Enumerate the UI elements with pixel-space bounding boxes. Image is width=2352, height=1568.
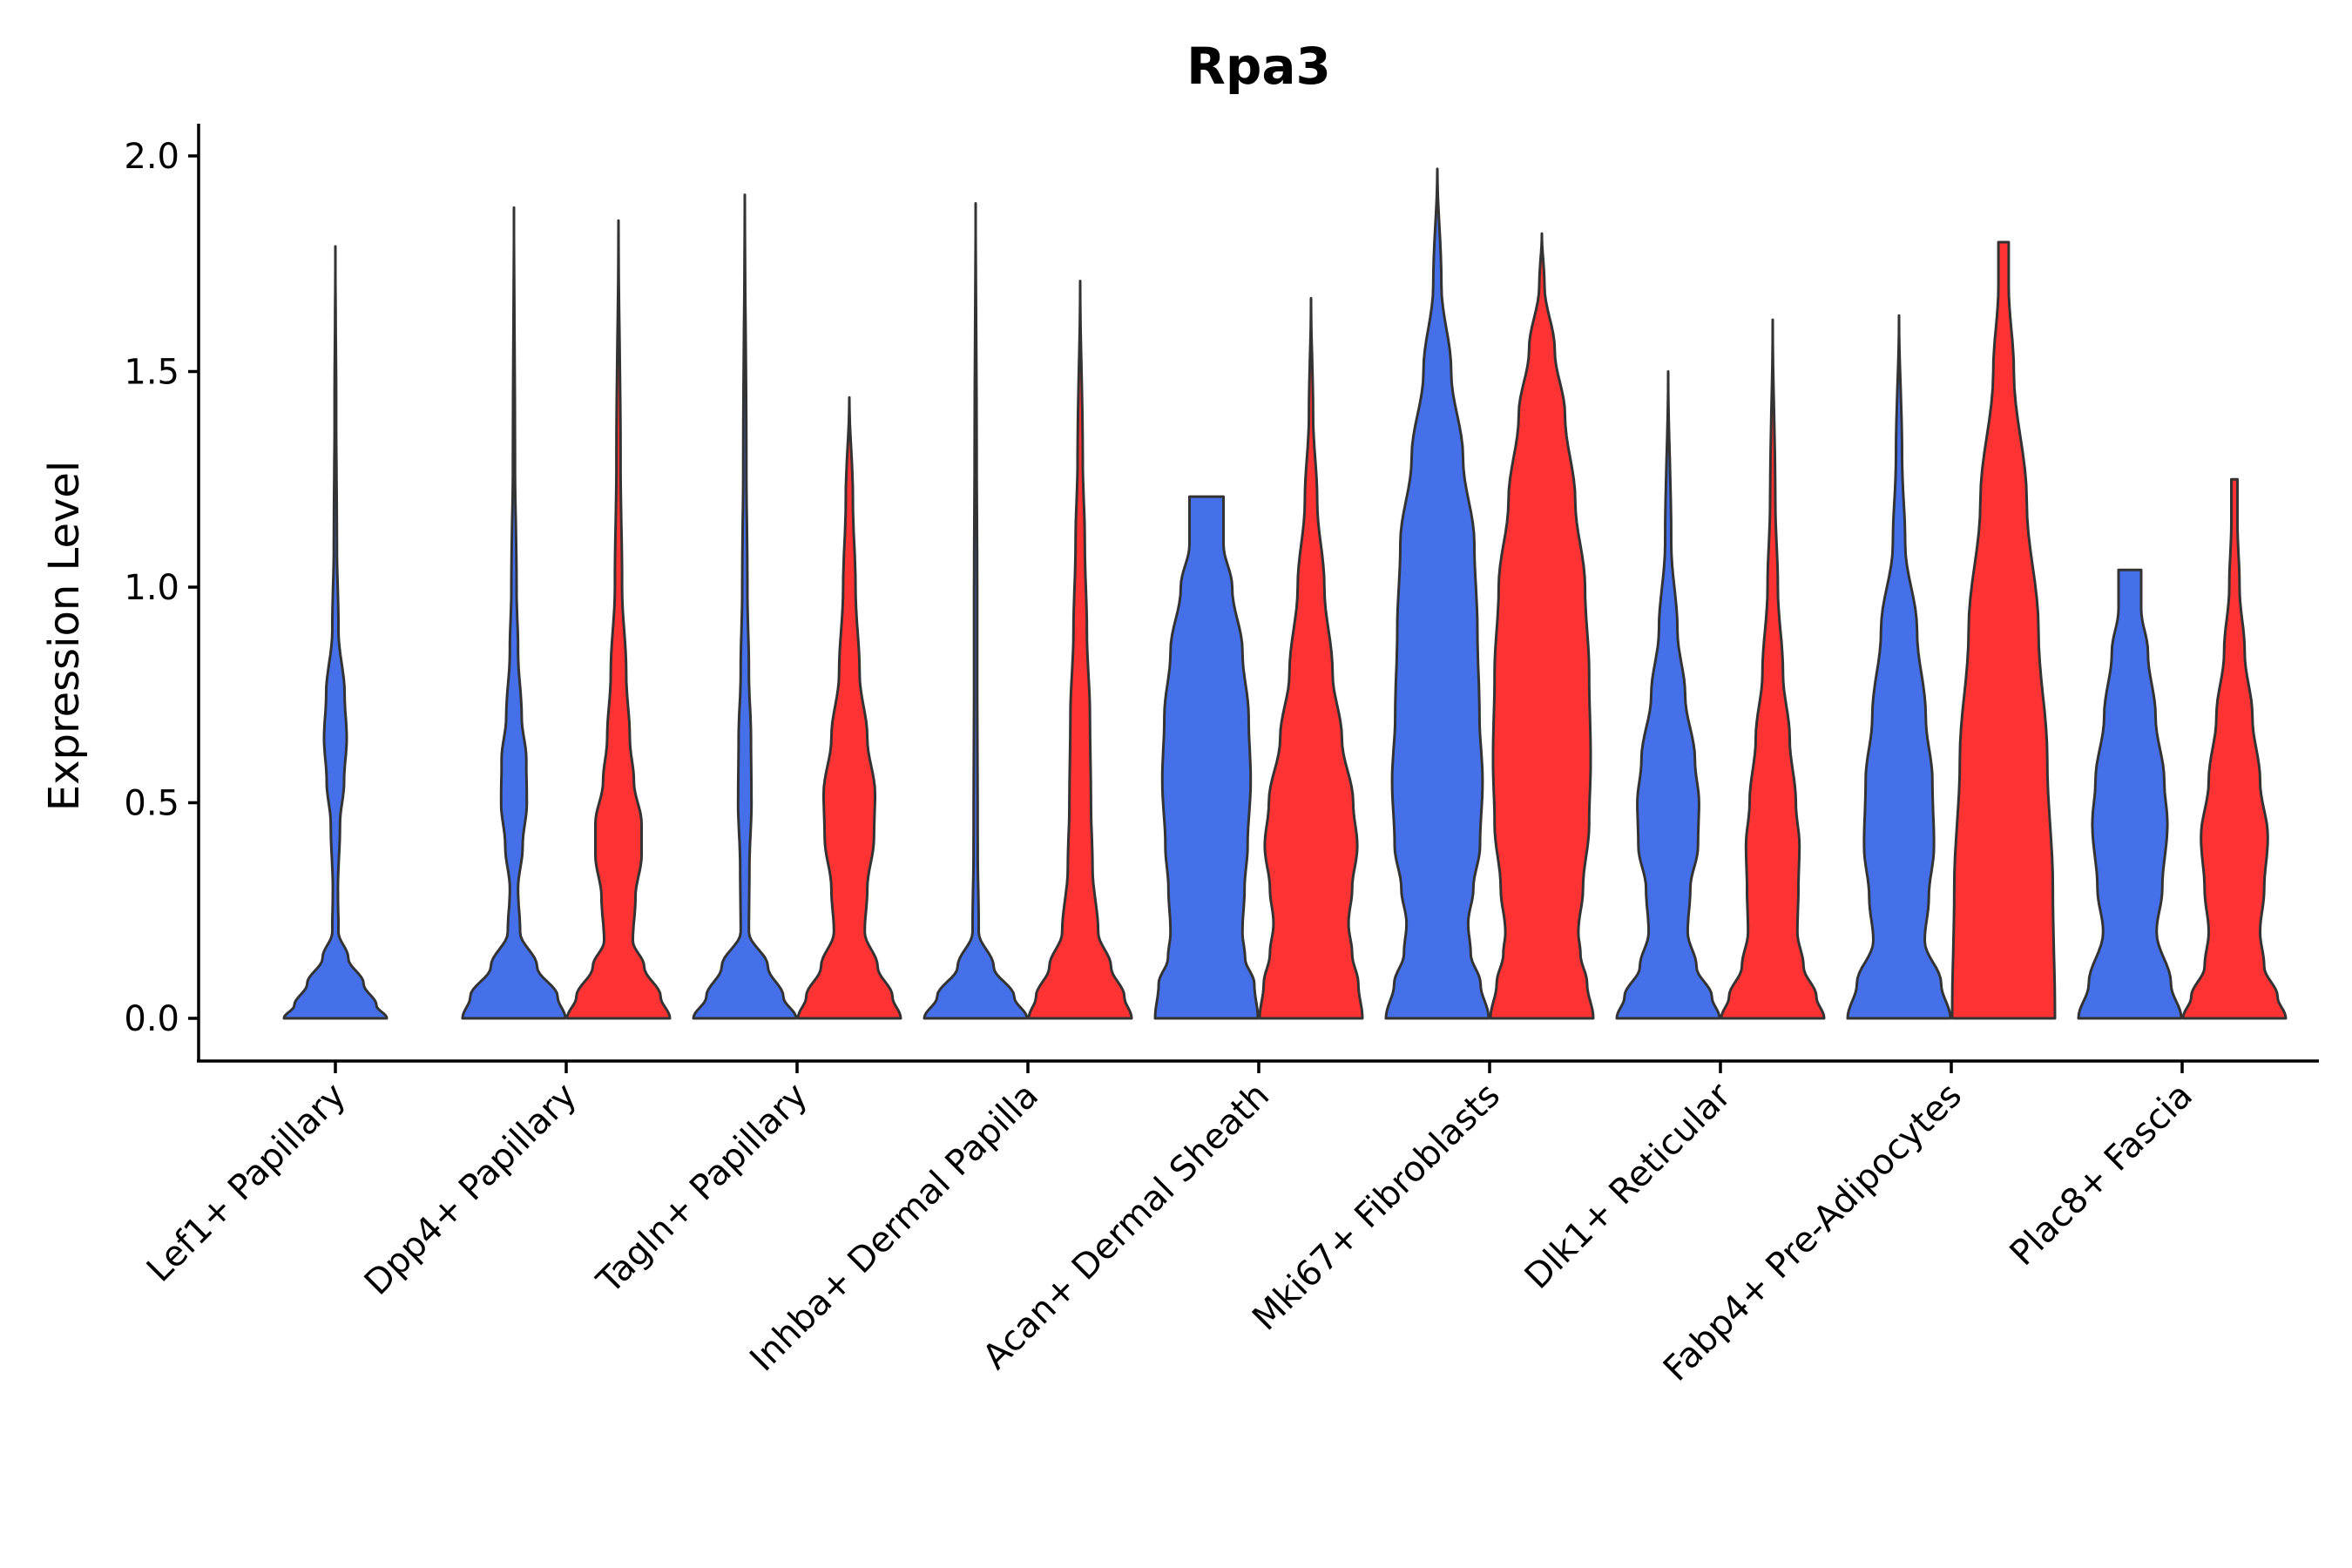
chart-title: Rpa3	[1186, 37, 1331, 96]
y-tick-label: 0.5	[124, 784, 179, 824]
x-tick-label: Lef1+ Papillary	[139, 1076, 354, 1290]
x-tick-label: Dpp4+ Papillary	[357, 1076, 585, 1303]
violin-2-plac8-fascia	[2181, 477, 2288, 1020]
violin-2-mki67-fibroblasts	[1489, 232, 1595, 1020]
violin-2-tagln-papillary	[796, 395, 902, 1020]
violin-2-fabp4-pre-adipocytes	[1950, 240, 2057, 1020]
y-tick-label: 1.5	[124, 353, 179, 393]
violin-1-plac8-fascia	[2077, 568, 2183, 1020]
x-tick-label: Mki67+ Fibroblasts	[1245, 1076, 1508, 1339]
violin-1-acan-dermal-sheath	[1153, 495, 1260, 1020]
violin-2-dpp4-papillary	[565, 219, 672, 1020]
x-tick-label: Tagln+ Papillary	[589, 1076, 815, 1302]
violin-1-tagln-papillary	[692, 193, 798, 1020]
violin-layer	[282, 167, 2288, 1020]
y-tick-label: 2.0	[124, 137, 179, 177]
violin-1-mki67-fibroblasts	[1384, 167, 1490, 1020]
violin-1-inhba-dermal-papilla	[923, 202, 1029, 1020]
x-tick-label: Dlk1+ Reticular	[1517, 1075, 1740, 1297]
violin-1-dlk1-reticular	[1615, 370, 1721, 1020]
violin-1-lef1-papillary	[282, 245, 389, 1020]
y-axis-label: Expression Level	[40, 461, 89, 812]
violin-2-dlk1-reticular	[1720, 318, 1826, 1020]
x-ticks: Lef1+ Papillary Dpp4+ Papillary Tagln+ Pap…	[139, 1061, 2200, 1389]
y-tick-label: 1.0	[124, 568, 179, 608]
violin-1-fabp4-pre-adipocytes	[1846, 314, 1952, 1020]
x-tick-label: Plac8+ Fascia	[2003, 1076, 2201, 1274]
y-ticks: 0.0 0.5 1.0 1.5 2.0	[124, 137, 199, 1039]
violin-2-inhba-dermal-papilla	[1027, 280, 1133, 1020]
y-tick-label: 0.0	[124, 999, 179, 1039]
violin-2-acan-dermal-sheath	[1258, 296, 1364, 1020]
violin-1-dpp4-papillary	[461, 206, 567, 1020]
